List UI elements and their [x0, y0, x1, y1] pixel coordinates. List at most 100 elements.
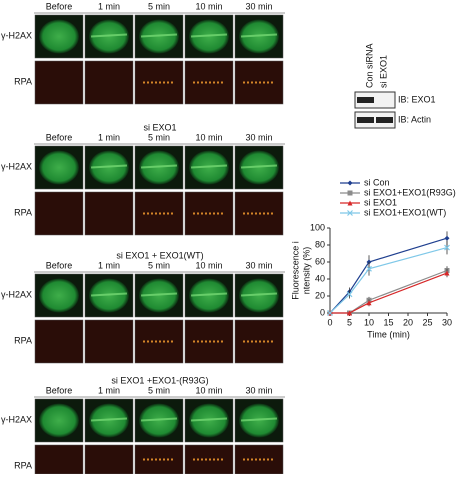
x-tick-label: 30 [442, 317, 452, 327]
damage-stripe [190, 417, 228, 422]
nucleus [39, 278, 79, 313]
nucleus [39, 19, 79, 54]
micrograph [84, 444, 134, 475]
series-line [329, 246, 448, 314]
legend-label: si Con [364, 177, 390, 187]
blot-band [357, 117, 374, 123]
y-tick-label: 80 [315, 239, 325, 249]
legend-marker [347, 210, 353, 216]
x-tick-label: 25 [422, 317, 432, 327]
row-label: RPA [14, 76, 32, 86]
panel-title: si EXO1 +EXO1-(R93G) [111, 375, 208, 385]
legend-marker [347, 190, 353, 196]
column-label: 1 min [98, 1, 120, 11]
nucleus [39, 403, 79, 438]
legend-label: si EXO1+EXO1(WT) [364, 207, 446, 217]
row-label: RPA [14, 460, 32, 470]
data-point [444, 235, 450, 241]
damage-stripe [240, 164, 278, 169]
panel-title: si EXO1 + EXO1(WT) [116, 250, 203, 260]
blot-band [376, 117, 393, 123]
blot-box [354, 111, 396, 129]
x-axis-label: Time (min) [367, 329, 410, 339]
micrograph [34, 319, 84, 364]
row-label: RPA [14, 207, 32, 217]
damage-stripe [190, 164, 228, 169]
column-label: 1 min [98, 385, 120, 395]
blot-band [357, 97, 374, 103]
y-axis-label: ntensity (%) [301, 247, 311, 295]
micrograph [84, 319, 134, 364]
column-label: 10 min [195, 132, 222, 142]
panel-title: si EXO1 [143, 122, 176, 132]
y-tick-label: 60 [315, 256, 325, 266]
x-tick-label: 20 [403, 317, 413, 327]
blot-box [354, 91, 396, 109]
damage-stripe [140, 292, 178, 297]
damage-stripe [90, 292, 128, 297]
damage-stripe [140, 33, 178, 38]
damage-stripe [240, 33, 278, 38]
damage-stripe [190, 33, 228, 38]
nucleus [39, 150, 79, 185]
y-tick-label: 20 [315, 290, 325, 300]
legend-marker [347, 180, 353, 186]
data-point [444, 270, 450, 276]
damage-stripe [90, 33, 128, 38]
legend-label: si EXO1 [364, 197, 397, 207]
micrograph [84, 60, 134, 105]
row-label: γ-H2AX [1, 30, 32, 40]
x-tick-label: 15 [383, 317, 393, 327]
column-label: 10 min [195, 385, 222, 395]
y-tick-label: 0 [320, 307, 325, 317]
column-label: 10 min [195, 1, 222, 11]
micrograph [34, 444, 84, 475]
damage-stripe [240, 417, 278, 422]
data-point [366, 265, 372, 272]
series-line [329, 237, 448, 314]
column-label: 10 min [195, 260, 222, 270]
column-label: 30 min [245, 385, 272, 395]
series-line [330, 272, 448, 314]
data-point [366, 300, 372, 306]
damage-stripe [90, 417, 128, 422]
column-label: Before [46, 1, 73, 11]
column-label: 5 min [148, 385, 170, 395]
band-label: IB: Actin [398, 114, 431, 124]
damage-stripe [240, 292, 278, 297]
lane-label: si EXO1 [378, 55, 388, 88]
column-label: 5 min [148, 1, 170, 11]
damage-stripe [190, 292, 228, 297]
row-label: RPA [14, 335, 32, 345]
data-point [444, 244, 450, 251]
row-label: γ-H2AX [1, 289, 32, 299]
damage-stripe [140, 417, 178, 422]
row-label: γ-H2AX [1, 414, 32, 424]
column-label: 1 min [98, 132, 120, 142]
lane-label: Con siRNA [364, 43, 374, 88]
column-label: Before [46, 132, 73, 142]
data-point [346, 291, 353, 298]
row-label: γ-H2AX [1, 161, 32, 171]
legend-label: si EXO1+EXO1(R93G) [364, 187, 456, 197]
column-label: 1 min [98, 260, 120, 270]
micrograph [34, 60, 84, 105]
column-label: 30 min [245, 1, 272, 11]
data-point [327, 310, 333, 316]
column-label: 5 min [148, 260, 170, 270]
micrograph [84, 191, 134, 236]
column-label: Before [46, 260, 73, 270]
column-label: 30 min [245, 260, 272, 270]
data-point [347, 310, 352, 316]
column-label: 5 min [148, 132, 170, 142]
x-tick-label: 0 [327, 317, 332, 327]
column-label: 30 min [245, 132, 272, 142]
legend-marker [347, 200, 353, 206]
column-label: Before [46, 385, 73, 395]
damage-stripe [90, 164, 128, 169]
band-label: IB: EXO1 [398, 94, 436, 104]
y-axis-label: Fluorescence i [290, 241, 300, 300]
x-tick-label: 5 [347, 317, 352, 327]
x-tick-label: 10 [364, 317, 374, 327]
